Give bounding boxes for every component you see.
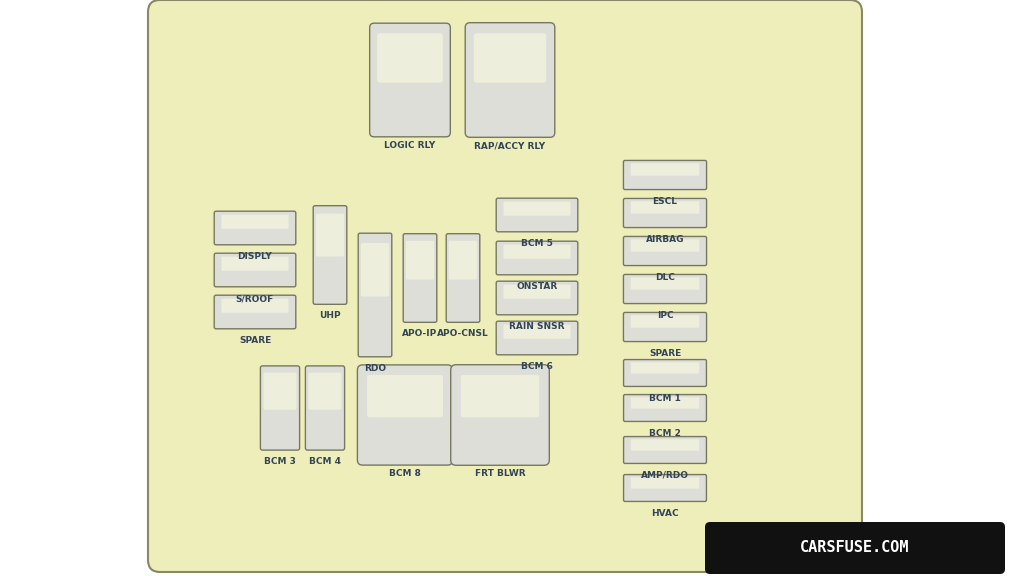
Text: DLC: DLC: [655, 273, 675, 282]
Text: ESCL: ESCL: [652, 197, 678, 206]
FancyBboxPatch shape: [504, 285, 570, 299]
Text: SPARE: SPARE: [239, 336, 271, 345]
Text: RDO: RDO: [364, 364, 386, 373]
FancyBboxPatch shape: [377, 33, 443, 82]
Text: IPC: IPC: [656, 311, 674, 320]
FancyBboxPatch shape: [367, 375, 443, 417]
FancyBboxPatch shape: [221, 257, 289, 271]
Text: APO-IP: APO-IP: [402, 329, 437, 339]
Text: SPARE: SPARE: [649, 349, 681, 358]
Text: BCM 6: BCM 6: [521, 362, 553, 371]
FancyBboxPatch shape: [497, 281, 578, 315]
FancyBboxPatch shape: [504, 245, 570, 259]
FancyBboxPatch shape: [465, 22, 555, 137]
FancyBboxPatch shape: [504, 202, 570, 216]
FancyBboxPatch shape: [370, 23, 451, 137]
FancyBboxPatch shape: [260, 366, 300, 450]
Text: ONSTAR: ONSTAR: [516, 282, 558, 291]
FancyBboxPatch shape: [631, 202, 699, 214]
FancyBboxPatch shape: [446, 234, 480, 323]
Text: UHP: UHP: [319, 312, 341, 320]
FancyBboxPatch shape: [406, 241, 434, 279]
Text: AIRBAG: AIRBAG: [646, 235, 684, 244]
Text: FRT BLWR: FRT BLWR: [475, 469, 525, 478]
Text: BCM 5: BCM 5: [521, 239, 553, 248]
FancyBboxPatch shape: [624, 437, 707, 464]
FancyBboxPatch shape: [305, 366, 345, 450]
Text: BCM 1: BCM 1: [649, 394, 681, 403]
FancyBboxPatch shape: [313, 206, 347, 304]
Text: LOGIC RLY: LOGIC RLY: [384, 142, 435, 150]
FancyBboxPatch shape: [357, 365, 453, 465]
Text: S/ROOF: S/ROOF: [236, 294, 274, 303]
Text: HVAC: HVAC: [651, 509, 679, 518]
FancyBboxPatch shape: [624, 475, 707, 502]
FancyBboxPatch shape: [221, 298, 289, 313]
FancyBboxPatch shape: [474, 33, 546, 82]
FancyBboxPatch shape: [315, 214, 344, 256]
FancyBboxPatch shape: [631, 278, 699, 290]
FancyBboxPatch shape: [624, 199, 707, 228]
Text: DISPLY: DISPLY: [238, 252, 272, 261]
FancyBboxPatch shape: [631, 362, 699, 374]
FancyBboxPatch shape: [631, 439, 699, 450]
FancyBboxPatch shape: [214, 253, 296, 287]
Text: CARSFUSE.COM: CARSFUSE.COM: [800, 540, 909, 555]
FancyBboxPatch shape: [214, 295, 296, 329]
FancyBboxPatch shape: [624, 312, 707, 342]
FancyBboxPatch shape: [308, 373, 341, 410]
FancyBboxPatch shape: [624, 236, 707, 266]
FancyBboxPatch shape: [504, 325, 570, 339]
FancyBboxPatch shape: [497, 198, 578, 232]
FancyBboxPatch shape: [705, 522, 1005, 574]
Text: RAP/ACCY RLY: RAP/ACCY RLY: [474, 142, 546, 150]
Text: BCM 4: BCM 4: [309, 457, 341, 466]
Text: BCM 8: BCM 8: [389, 469, 421, 478]
FancyBboxPatch shape: [624, 274, 707, 304]
FancyBboxPatch shape: [631, 240, 699, 252]
FancyBboxPatch shape: [631, 478, 699, 488]
Text: RAIN SNSR: RAIN SNSR: [509, 322, 565, 331]
FancyBboxPatch shape: [497, 321, 578, 355]
FancyBboxPatch shape: [263, 373, 297, 410]
FancyBboxPatch shape: [360, 243, 389, 297]
FancyBboxPatch shape: [214, 211, 296, 245]
FancyBboxPatch shape: [624, 395, 707, 422]
Text: APO-CNSL: APO-CNSL: [437, 329, 488, 339]
FancyBboxPatch shape: [497, 241, 578, 275]
FancyBboxPatch shape: [221, 215, 289, 229]
FancyBboxPatch shape: [461, 375, 540, 417]
Text: AMP/RDO: AMP/RDO: [641, 471, 689, 480]
FancyBboxPatch shape: [631, 164, 699, 176]
FancyBboxPatch shape: [631, 316, 699, 328]
FancyBboxPatch shape: [358, 233, 392, 357]
FancyBboxPatch shape: [631, 397, 699, 408]
FancyBboxPatch shape: [624, 161, 707, 190]
FancyBboxPatch shape: [449, 241, 477, 279]
Text: BCM 2: BCM 2: [649, 429, 681, 438]
FancyBboxPatch shape: [148, 0, 862, 572]
FancyBboxPatch shape: [451, 365, 549, 465]
Text: BCM 3: BCM 3: [264, 457, 296, 466]
FancyBboxPatch shape: [403, 234, 437, 323]
FancyBboxPatch shape: [624, 359, 707, 386]
